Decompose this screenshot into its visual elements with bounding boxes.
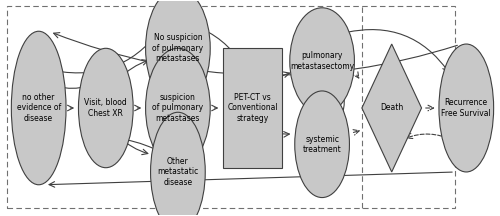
Text: PET-CT vs
Conventional
strategy: PET-CT vs Conventional strategy [227,93,278,123]
Text: systemic
treatment: systemic treatment [302,135,342,154]
Polygon shape [362,44,422,172]
Text: No suspicion
of pulmonary
metastases: No suspicion of pulmonary metastases [152,33,204,63]
Ellipse shape [146,0,210,108]
Ellipse shape [12,31,66,185]
Text: no other
evidence of
disease: no other evidence of disease [16,93,61,123]
Text: Death: Death [380,103,404,113]
FancyBboxPatch shape [222,48,282,168]
Ellipse shape [150,112,206,216]
Text: Other
metastatic
disease: Other metastatic disease [158,157,198,187]
Text: Recurrence
Free Survival: Recurrence Free Survival [442,98,491,118]
Ellipse shape [439,44,494,172]
Ellipse shape [146,48,210,168]
Text: Visit, blood
Chest XR: Visit, blood Chest XR [84,98,127,118]
Text: suspicion
of pulmonary
metastases: suspicion of pulmonary metastases [152,93,204,123]
Text: pulmonary
metastasectomy: pulmonary metastasectomy [290,51,354,71]
Ellipse shape [290,8,354,114]
Ellipse shape [295,91,350,198]
Ellipse shape [78,48,133,168]
